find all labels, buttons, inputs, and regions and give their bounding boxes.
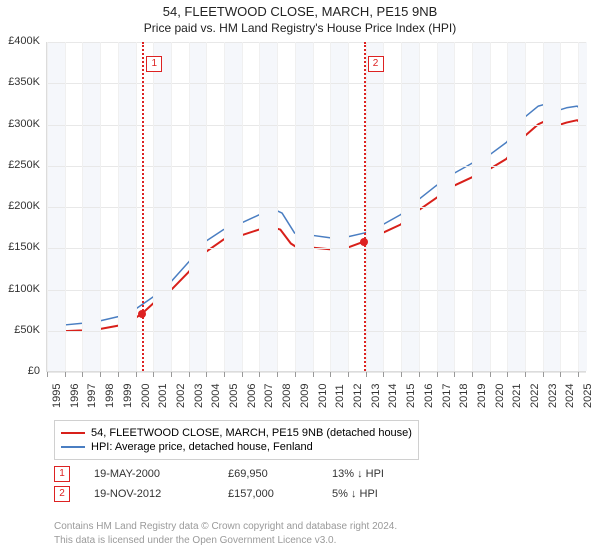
x-axis-label: 2009 xyxy=(299,384,311,408)
x-axis-label: 1997 xyxy=(86,384,98,408)
legend-label-series1: 54, FLEETWOOD CLOSE, MARCH, PE15 9NB (de… xyxy=(91,427,412,439)
x-axis-label: 2010 xyxy=(317,384,329,408)
sales-row: 1 19-MAY-2000 £69,950 13% ↓ HPI xyxy=(54,466,384,482)
legend-swatch-series1 xyxy=(61,432,85,434)
x-axis-label: 2016 xyxy=(423,384,435,408)
x-axis-label: 2015 xyxy=(405,384,417,408)
x-axis-label: 2021 xyxy=(511,384,523,408)
sales-row-delta: 5% ↓ HPI xyxy=(332,488,378,500)
y-axis-label: £150K xyxy=(0,241,40,253)
x-axis-label: 2011 xyxy=(334,384,346,408)
sales-table: 1 19-MAY-2000 £69,950 13% ↓ HPI 2 19-NOV-2012… xyxy=(54,466,384,506)
sales-row-date: 19-MAY-2000 xyxy=(94,468,204,480)
legend-label-series2: HPI: Average price, detached house, Fenl… xyxy=(91,441,313,453)
x-axis-label: 2024 xyxy=(564,384,576,408)
sale-vertical-line xyxy=(142,42,144,371)
y-axis-label: £0 xyxy=(0,365,40,377)
x-axis-label: 2004 xyxy=(210,384,222,408)
sale-point-dot xyxy=(360,238,368,246)
x-axis-label: 2023 xyxy=(547,384,559,408)
sales-row-delta: 13% ↓ HPI xyxy=(332,468,384,480)
x-axis-label: 1995 xyxy=(51,384,63,408)
sale-vertical-line xyxy=(364,42,366,371)
x-axis-label: 2020 xyxy=(494,384,506,408)
x-axis-label: 2000 xyxy=(140,384,152,408)
plot-region: 1995199619971998199920002001200220032004… xyxy=(46,42,586,372)
sales-row-price: £69,950 xyxy=(228,468,308,480)
x-axis-label: 2001 xyxy=(157,384,169,408)
x-axis-label: 2003 xyxy=(193,384,205,408)
sales-row-marker: 1 xyxy=(54,466,70,482)
footer-attribution: Contains HM Land Registry data © Crown c… xyxy=(54,520,397,547)
chart-title-address: 54, FLEETWOOD CLOSE, MARCH, PE15 9NB xyxy=(0,4,600,19)
x-axis-label: 2025 xyxy=(582,384,594,408)
x-axis-label: 2017 xyxy=(441,384,453,408)
x-axis-label: 2012 xyxy=(352,384,364,408)
x-axis-label: 2013 xyxy=(370,384,382,408)
y-axis-label: £100K xyxy=(0,283,40,295)
y-axis-label: £400K xyxy=(0,35,40,47)
chart-area: 1995199619971998199920002001200220032004… xyxy=(46,42,586,372)
x-axis-label: 2018 xyxy=(458,384,470,408)
sale-marker-2: 2 xyxy=(368,56,384,72)
y-axis-label: £50K xyxy=(0,324,40,336)
x-axis-label: 1998 xyxy=(104,384,116,408)
x-axis-label: 2022 xyxy=(529,384,541,408)
y-axis-label: £250K xyxy=(0,159,40,171)
x-axis-label: 2007 xyxy=(263,384,275,408)
legend: 54, FLEETWOOD CLOSE, MARCH, PE15 9NB (de… xyxy=(54,420,419,460)
y-axis-label: £200K xyxy=(0,200,40,212)
sales-row: 2 19-NOV-2012 £157,000 5% ↓ HPI xyxy=(54,486,384,502)
x-axis-label: 2014 xyxy=(387,384,399,408)
x-axis-label: 2005 xyxy=(228,384,240,408)
x-axis-label: 2002 xyxy=(175,384,187,408)
sales-row-price: £157,000 xyxy=(228,488,308,500)
sale-marker-1: 1 xyxy=(146,56,162,72)
legend-swatch-series2 xyxy=(61,446,85,448)
x-axis-label: 1999 xyxy=(122,384,134,408)
y-axis-label: £350K xyxy=(0,76,40,88)
y-axis-label: £300K xyxy=(0,118,40,130)
chart-title-subtitle: Price paid vs. HM Land Registry's House … xyxy=(0,21,600,35)
x-axis-label: 1996 xyxy=(69,384,81,408)
sales-row-marker: 2 xyxy=(54,486,70,502)
sale-point-dot xyxy=(138,310,146,318)
x-axis-label: 2006 xyxy=(246,384,258,408)
sales-row-date: 19-NOV-2012 xyxy=(94,488,204,500)
x-axis-label: 2019 xyxy=(476,384,488,408)
x-axis-label: 2008 xyxy=(281,384,293,408)
